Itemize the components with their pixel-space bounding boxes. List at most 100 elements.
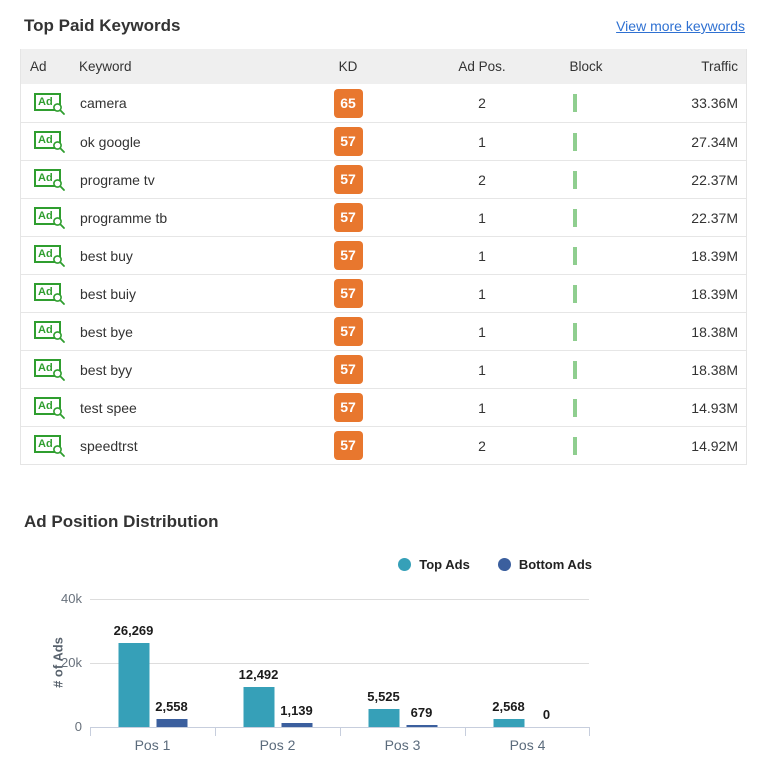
bar-value-label: 5,525	[367, 689, 400, 704]
header-ad: Ad	[30, 59, 47, 74]
legend-label: Bottom Ads	[518, 557, 592, 572]
keyword-cell[interactable]: best buy	[80, 247, 133, 264]
y-tick-label: 0	[74, 719, 82, 734]
block-cell	[561, 436, 611, 455]
keyword-cell[interactable]: programme tb	[80, 209, 168, 226]
axis-tick	[465, 728, 466, 736]
gridline	[90, 663, 589, 664]
table-row: Ad speedtrst 57 2 14.92M	[21, 426, 746, 464]
bottom-ads-bar[interactable]	[406, 725, 437, 727]
magnifier-icon	[53, 217, 65, 229]
top-ads-bar[interactable]	[118, 643, 149, 727]
keyword-cell[interactable]: speedtrst	[80, 437, 138, 454]
ad-preview-icon[interactable]: Ad	[34, 359, 65, 381]
legend-item[interactable]: Top Ads	[398, 557, 470, 572]
ad-preview-icon[interactable]: Ad	[34, 207, 65, 229]
x-tick-label: Pos 1	[134, 737, 171, 753]
keyword-cell[interactable]: camera	[80, 95, 127, 111]
block-cell	[561, 94, 611, 112]
keywords-title: Top Paid Keywords	[24, 16, 181, 35]
serp-block-icon[interactable]	[573, 170, 599, 189]
block-cell	[561, 398, 611, 417]
serp-block-icon[interactable]	[573, 208, 599, 227]
ad-cell: Ad	[21, 245, 77, 267]
ad-pos-value: 1	[478, 361, 486, 378]
table-row: Ad programme tb 57 1 22.37M	[21, 198, 746, 236]
serp-block-icon[interactable]	[573, 284, 599, 303]
chart-section-header: Ad Position Distribution	[0, 465, 767, 532]
ad-preview-icon[interactable]: Ad	[34, 131, 65, 153]
traffic-value: 18.38M	[691, 323, 738, 340]
kd-badge: 57	[333, 127, 363, 156]
table-row: Ad best buy 57 1 18.39M	[21, 236, 746, 274]
axis-tick	[90, 728, 91, 736]
serp-block-icon[interactable]	[573, 132, 599, 151]
top-ads-bar[interactable]	[368, 709, 399, 727]
table-row: Ad camera 65 2 33.36M	[21, 84, 746, 122]
ad-cell: Ad	[21, 169, 77, 191]
ad-preview-icon[interactable]: Ad	[34, 321, 65, 343]
keyword-cell[interactable]: programe tv	[80, 171, 155, 188]
table-row: Ad programe tv 57 2 22.37M	[21, 160, 746, 198]
y-tick-label: 40k	[61, 591, 82, 606]
ad-preview-icon[interactable]: Ad	[34, 245, 65, 267]
chart-title: Ad Position Distribution	[24, 512, 219, 531]
table-row: Ad best byy 57 1 18.38M	[21, 350, 746, 388]
magnifier-icon	[53, 407, 65, 419]
ad-preview-icon[interactable]: Ad	[34, 283, 65, 305]
keywords-table-body: Ad camera 65 2 33.36M	[21, 84, 746, 464]
keyword-cell[interactable]: test spee	[80, 399, 137, 416]
view-more-keywords-link[interactable]: View more keywords	[616, 18, 745, 34]
bar-value-label: 26,269	[113, 623, 154, 638]
serp-block-icon[interactable]	[573, 322, 599, 341]
ad-pos-value: 2	[478, 437, 486, 454]
traffic-value: 22.37M	[691, 171, 738, 188]
block-cell	[561, 132, 611, 151]
bar-group: 2,568 0	[465, 599, 590, 727]
kd-cell: 65	[293, 88, 403, 118]
header-traffic: Traffic	[701, 59, 738, 74]
kd-cell: 57	[293, 317, 403, 346]
header-ad-pos: Ad Pos.	[458, 59, 506, 74]
table-row: Ad test spee 57 1 14.93M	[21, 388, 746, 426]
magnifier-icon	[53, 445, 65, 457]
keyword-cell[interactable]: best bye	[80, 323, 133, 340]
block-cell	[561, 360, 611, 379]
serp-block-icon[interactable]	[573, 246, 599, 265]
keywords-table-header: Ad Keyword KD Ad Pos. Block Traffic	[21, 49, 746, 84]
magnifier-icon	[53, 141, 65, 153]
table-row: Ad best bye 57 1 18.38M	[21, 312, 746, 350]
ad-cell: Ad	[21, 92, 77, 115]
serp-block-icon[interactable]	[573, 360, 599, 379]
top-ads-bar[interactable]	[243, 687, 274, 727]
kd-badge: 57	[333, 355, 363, 384]
ad-pos-value: 1	[478, 285, 486, 302]
serp-block-icon[interactable]	[573, 94, 599, 112]
traffic-value: 14.93M	[691, 399, 738, 416]
ad-cell: Ad	[21, 131, 77, 153]
traffic-value: 27.34M	[691, 133, 738, 150]
magnifier-icon	[53, 255, 65, 267]
keyword-cell[interactable]: best byy	[80, 361, 133, 378]
ad-pos-value: 2	[478, 171, 486, 188]
magnifier-icon	[53, 331, 65, 343]
serp-block-icon[interactable]	[573, 436, 599, 455]
ad-preview-icon[interactable]: Ad	[34, 397, 65, 419]
ad-preview-icon[interactable]: Ad	[34, 169, 65, 191]
bar-group: 26,269 2,558	[90, 599, 215, 727]
serp-block-icon[interactable]	[573, 398, 599, 417]
keyword-cell[interactable]: best buiy	[80, 285, 137, 302]
keyword-cell[interactable]: ok google	[80, 133, 141, 150]
table-row: Ad best buiy 57 1 18.39M	[21, 274, 746, 312]
top-ads-bar[interactable]	[493, 719, 524, 727]
bar-value-label: 0	[542, 707, 551, 722]
ad-pos-value: 2	[478, 95, 486, 111]
bottom-ads-bar[interactable]	[156, 719, 187, 727]
ad-preview-icon[interactable]: Ad	[34, 435, 65, 457]
ad-preview-icon[interactable]: Ad	[34, 92, 65, 115]
bottom-ads-bar[interactable]	[281, 723, 312, 727]
gridline	[90, 599, 589, 600]
legend-item[interactable]: Bottom Ads	[497, 557, 592, 572]
kd-badge: 57	[333, 165, 363, 194]
kd-badge: 57	[333, 203, 363, 232]
